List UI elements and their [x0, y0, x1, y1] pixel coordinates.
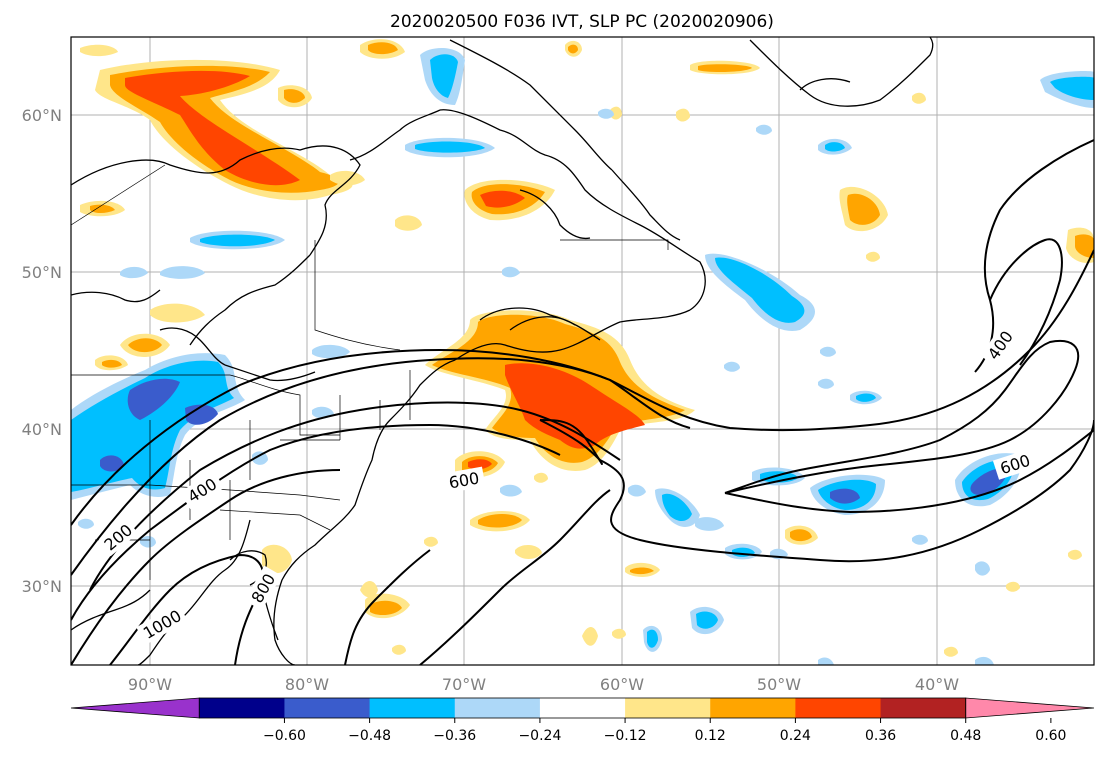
lat-tick-50n: 50°N [22, 263, 62, 282]
colorbar-bin [284, 698, 371, 718]
lon-tick-50w: 50°W [757, 675, 801, 694]
colorbar-tick-label: 0.36 [865, 728, 896, 744]
map-title: 2020020500 F036 IVT, SLP PC (2020020906) [390, 12, 774, 32]
lon-tick-70w: 70°W [442, 675, 486, 694]
lon-tick-40w: 40°W [915, 675, 959, 694]
colorbar-bin [539, 698, 626, 718]
colorbar-bin [199, 698, 285, 718]
colorbar-tick-label: 0.24 [780, 728, 811, 744]
colorbar-bin [369, 698, 456, 718]
lat-tick-60n: 60°N [22, 106, 62, 125]
map-panel: 200 400 600 800 1000 400 600 [70, 36, 1095, 666]
map-frame [70, 36, 1095, 666]
contour-labels: 200 400 600 800 1000 400 600 [97, 322, 1038, 645]
colorbar-tick-label: −0.24 [518, 728, 561, 744]
colorbar-extend-low [70, 697, 200, 719]
colorbar-frame [198, 697, 967, 719]
colorbar-tick-label: −0.60 [263, 728, 306, 744]
anomaly-hudson-core [125, 70, 300, 186]
lat-tick-labels: 30°N 40°N 50°N 60°N [22, 106, 62, 596]
negative-ivt-anomalies [71, 48, 1094, 665]
colorbar-tick-label: −0.48 [348, 728, 391, 744]
ivt-contours [71, 139, 1094, 665]
coastlines [71, 37, 934, 665]
positive-ivt-anomalies [80, 39, 1094, 657]
colorbar-tick-label: −0.12 [604, 728, 647, 744]
lat-tick-40n: 40°N [22, 420, 62, 439]
colorbar: −0.60 −0.48 −0.36 −0.24 −0.12 0.12 0.24 0.36 0.4… [70, 697, 1095, 744]
colorbar-bin [710, 698, 796, 718]
colorbar-tick-label: 0.60 [1035, 728, 1066, 744]
colorbar-extend-high [965, 697, 1095, 719]
lon-tick-90w: 90°W [128, 675, 172, 694]
colorbar-tick-label: 0.12 [695, 728, 726, 744]
colorbar-bin [880, 698, 967, 718]
colorbar-bin [454, 698, 541, 718]
colorbar-bin [625, 698, 711, 718]
colorbar-bin [795, 698, 882, 718]
colorbar-tick-label: 0.48 [950, 728, 981, 744]
lon-tick-80w: 80°W [285, 675, 329, 694]
lon-tick-labels: 90°W 80°W 70°W 60°W 50°W 40°W [128, 675, 959, 694]
lon-tick-60w: 60°W [600, 675, 644, 694]
lat-tick-30n: 30°N [22, 577, 62, 596]
colorbar-tick-label: −0.36 [433, 728, 476, 744]
political-borders [71, 164, 669, 580]
anomaly-maritimes-core [505, 363, 645, 449]
